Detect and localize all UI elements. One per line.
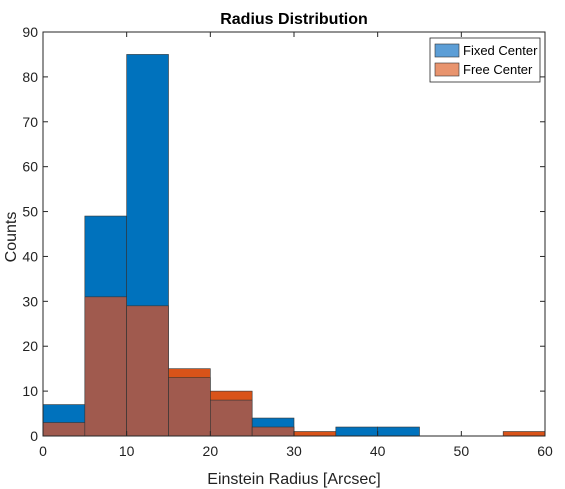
- y-tick-label: 20: [22, 338, 38, 354]
- y-tick-label: 60: [22, 159, 38, 175]
- y-tick-label: 30: [22, 293, 38, 309]
- free-center-bar: [293, 431, 337, 437]
- y-tick-label: 10: [22, 383, 38, 399]
- plot-area: 0 10 20 30 40 50 60 0 10 20 30 40 50 60 70 80 90: [22, 24, 553, 459]
- legend-swatch: [434, 62, 460, 77]
- x-tick-label: 10: [119, 443, 135, 459]
- y-tick-label: 70: [22, 114, 38, 130]
- y-tick-label: 0: [30, 428, 38, 444]
- legend: Fixed Center Free Center: [429, 37, 541, 83]
- overlap-bar: [251, 426, 295, 437]
- overlap-bar: [84, 296, 127, 437]
- fixed-center-bar: [335, 426, 378, 437]
- x-tick-label: 0: [39, 443, 47, 459]
- overlap-bar: [126, 305, 169, 437]
- fixed-center-bar: [377, 426, 420, 437]
- legend-entry: Free Center: [463, 62, 533, 77]
- y-tick-label: 80: [22, 69, 38, 85]
- x-tick-label: 20: [203, 443, 219, 459]
- free-center-bar: [502, 431, 546, 437]
- legend-entry: Fixed Center: [463, 43, 538, 58]
- overlap-bar: [210, 399, 253, 437]
- chart-title: Radius Distribution: [220, 11, 368, 28]
- overlap-bar: [168, 377, 211, 437]
- y-tick-label: 90: [22, 24, 38, 40]
- legend-swatch: [434, 43, 460, 58]
- overlap-bar: [42, 422, 86, 437]
- y-tick-label: 40: [22, 248, 38, 264]
- x-tick-label: 30: [286, 443, 302, 459]
- y-axis-label: Counts: [3, 212, 20, 263]
- x-tick-label: 50: [454, 443, 470, 459]
- y-tick-label: 50: [22, 204, 38, 220]
- x-tick-label: 40: [370, 443, 386, 459]
- x-axis-label: Einstein Radius [Arcsec]: [207, 471, 380, 488]
- x-tick-label: 60: [537, 443, 553, 459]
